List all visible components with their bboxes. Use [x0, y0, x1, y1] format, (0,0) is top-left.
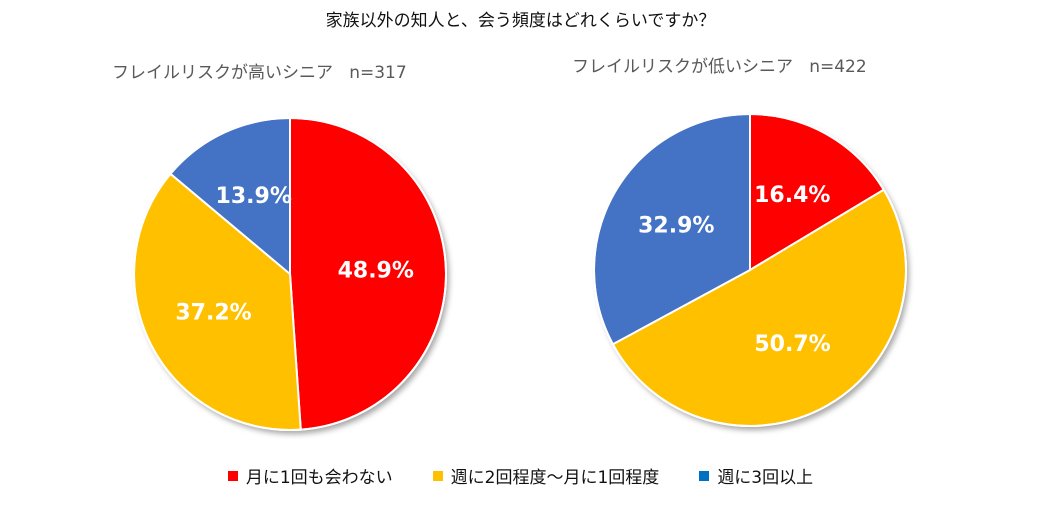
chart-title: 家族以外の知人と、会う頻度はどれくらいですか？ [325, 11, 716, 31]
legend-item-monthly-none: 月に1回も会わない [227, 463, 393, 488]
data-label-high-risk-twice-weekly-to-monthly: 37.2% [175, 300, 251, 325]
pie-outline [593, 113, 907, 427]
left-chart-subtitle: フレイルリスクが高いシニア n=317 [112, 58, 407, 83]
data-label-low-risk-three-plus-weekly: 32.9% [638, 214, 714, 239]
data-label-high-risk-monthly-none: 48.9% [338, 259, 414, 284]
legend-label: 週に3回以上 [717, 468, 814, 488]
legend-swatch [227, 470, 238, 481]
pie-chart-high-risk: 48.9% 37.2% 13.9% [133, 116, 448, 431]
right-n-label: n=422 [809, 57, 867, 77]
legend-item-three-plus-weekly: 週に3回以上 [699, 463, 813, 488]
legend-label: 週に2回程度～月に1回程度 [450, 468, 660, 488]
pie-chart-low-risk: 16.4% 50.7% 32.9% [593, 112, 907, 427]
right-subtitle-text: フレイルリスクが低いシニア [572, 57, 793, 77]
legend-swatch [699, 470, 710, 481]
data-label-low-risk-twice-weekly-to-monthly: 50.7% [754, 332, 830, 357]
data-label-high-risk-three-plus-weekly: 13.9% [216, 184, 292, 209]
right-chart-subtitle: フレイルリスクが低いシニア n=422 [572, 52, 867, 77]
legend-item-twice-weekly-to-monthly: 週に2回程度～月に1回程度 [432, 463, 660, 488]
left-subtitle-text: フレイルリスクが高いシニア [112, 63, 333, 83]
chart-legend: 月に1回も会わない 週に2回程度～月に1回程度 週に3回以上 [0, 463, 1041, 488]
left-n-label: n=317 [349, 63, 407, 83]
pie-outline [133, 117, 447, 431]
legend-swatch [432, 470, 443, 481]
data-label-low-risk-monthly-none: 16.4% [754, 183, 830, 208]
legend-label: 月に1回も会わない [245, 468, 393, 488]
